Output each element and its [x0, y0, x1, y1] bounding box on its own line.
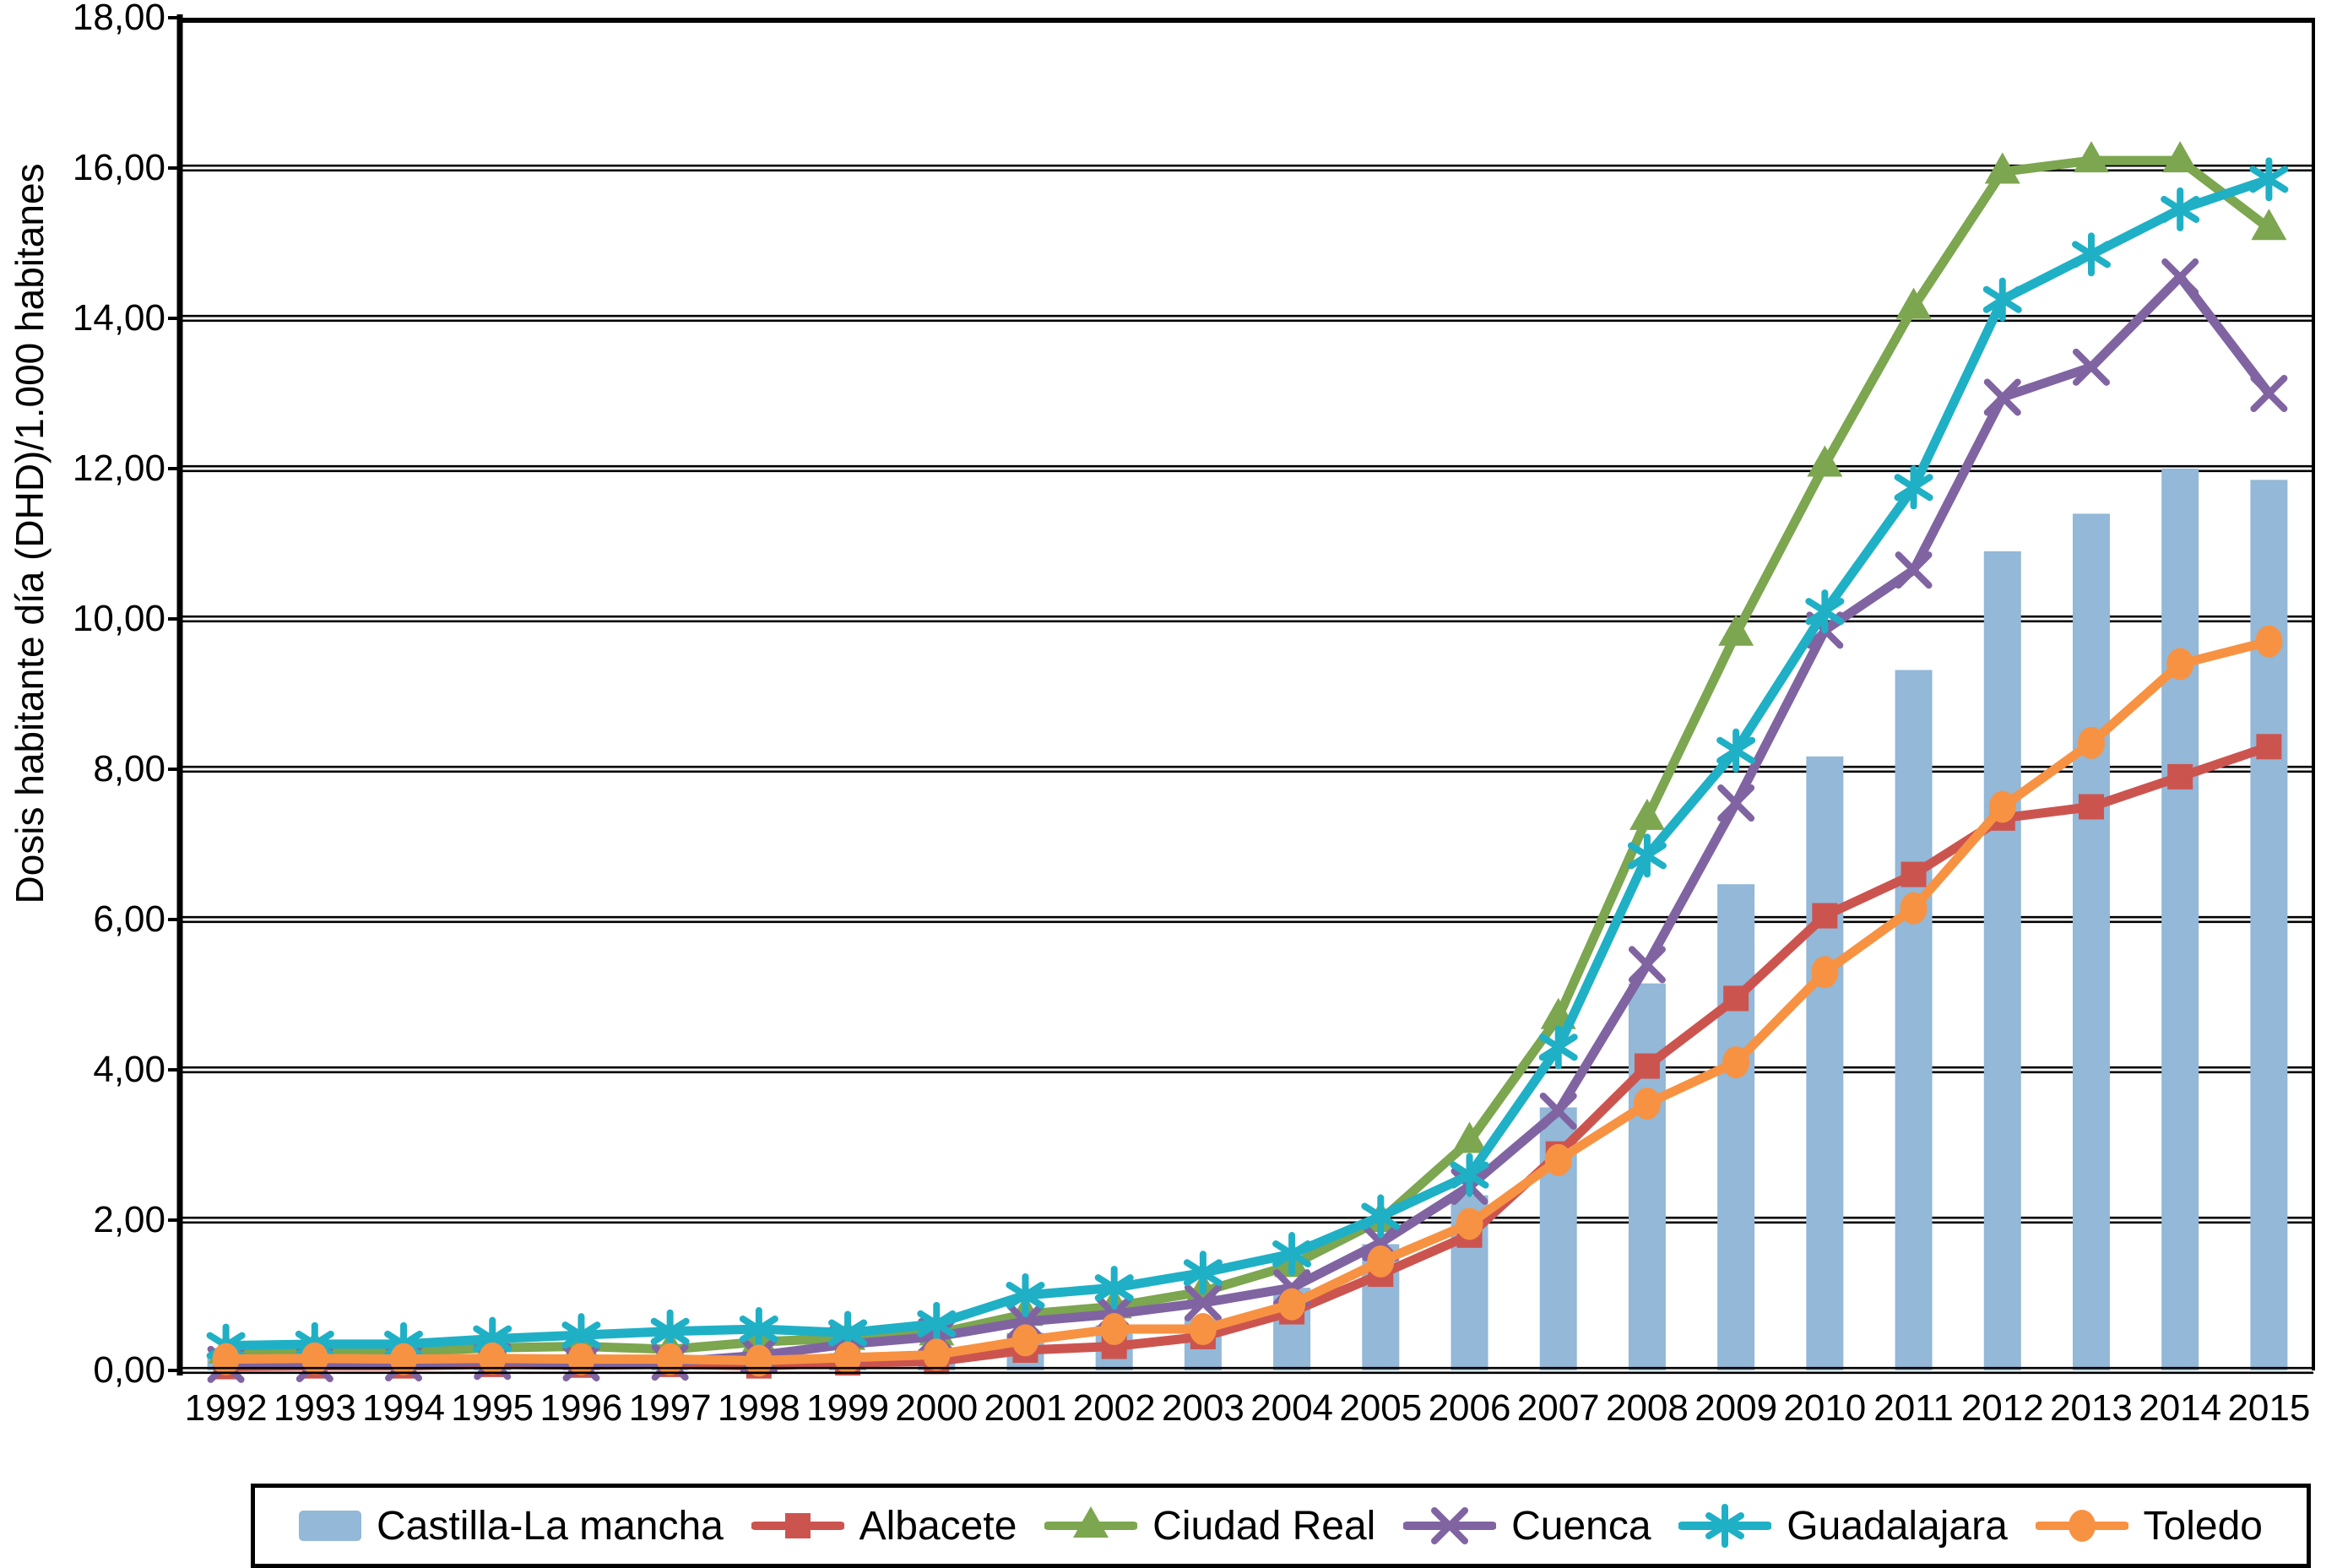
bar-2015 — [2250, 480, 2287, 1370]
y-axis-title: Dosis habitante día (DHD)/1.000 habitane… — [7, 65, 61, 1002]
legend-label: Guadalajara — [1787, 1503, 2008, 1549]
bar-2012 — [1984, 551, 2021, 1370]
y-tick-label: 0,00 — [0, 1350, 165, 1391]
legend-label: Cuenca — [1511, 1503, 1651, 1549]
combo-chart-svg — [182, 18, 2313, 1370]
square-marker-icon — [751, 1500, 844, 1551]
legend-item-guadalajara: Guadalajara — [1678, 1500, 2008, 1551]
legend: Castilla-La mancha Albacete Ciudad Real Cue… — [251, 1484, 2311, 1568]
series-cuenca — [211, 262, 2285, 1380]
legend-label: Albacete — [859, 1503, 1017, 1549]
bar-swatch-icon — [299, 1511, 361, 1541]
legend-label: Castilla-La mancha — [377, 1503, 724, 1549]
y-tick-label: 16,00 — [0, 148, 165, 188]
x-marker-icon — [1403, 1500, 1496, 1551]
plot-area — [182, 18, 2313, 1370]
y-tick-label: 6,00 — [0, 899, 165, 940]
legend-item-castilla-la-mancha: Castilla-La mancha — [299, 1503, 724, 1549]
y-tick-label: 12,00 — [0, 448, 165, 489]
y-tick-label: 14,00 — [0, 298, 165, 339]
legend-label: Toledo — [2144, 1503, 2263, 1549]
triangle-marker-icon — [1044, 1500, 1137, 1551]
bar-2008 — [1629, 984, 1666, 1370]
y-tick-label: 4,00 — [0, 1050, 165, 1090]
y-tick-label: 8,00 — [0, 749, 165, 789]
bar-2010 — [1806, 757, 1843, 1370]
legend-item-toledo: Toledo — [2036, 1500, 2263, 1551]
bar-2011 — [1895, 670, 1933, 1370]
y-tick-label: 2,00 — [0, 1200, 165, 1240]
bar-2013 — [2073, 513, 2110, 1370]
legend-item-ciudad-real: Ciudad Real — [1044, 1500, 1375, 1551]
legend-label: Ciudad Real — [1152, 1503, 1375, 1549]
x-tick-label: 2015 — [2210, 1387, 2328, 1430]
bar-2014 — [2161, 469, 2199, 1370]
series-ciudad-real — [209, 141, 2287, 1364]
y-tick-label: 18,00 — [0, 0, 165, 38]
circle-marker-icon — [2036, 1500, 2128, 1551]
bar-2009 — [1717, 884, 1754, 1370]
legend-item-cuenca: Cuenca — [1403, 1500, 1651, 1551]
y-tick-label: 10,00 — [0, 599, 165, 639]
legend-item-albacete: Albacete — [751, 1500, 1017, 1551]
series-guadalajara — [210, 160, 2285, 1364]
asterisk-marker-icon — [1678, 1500, 1771, 1551]
